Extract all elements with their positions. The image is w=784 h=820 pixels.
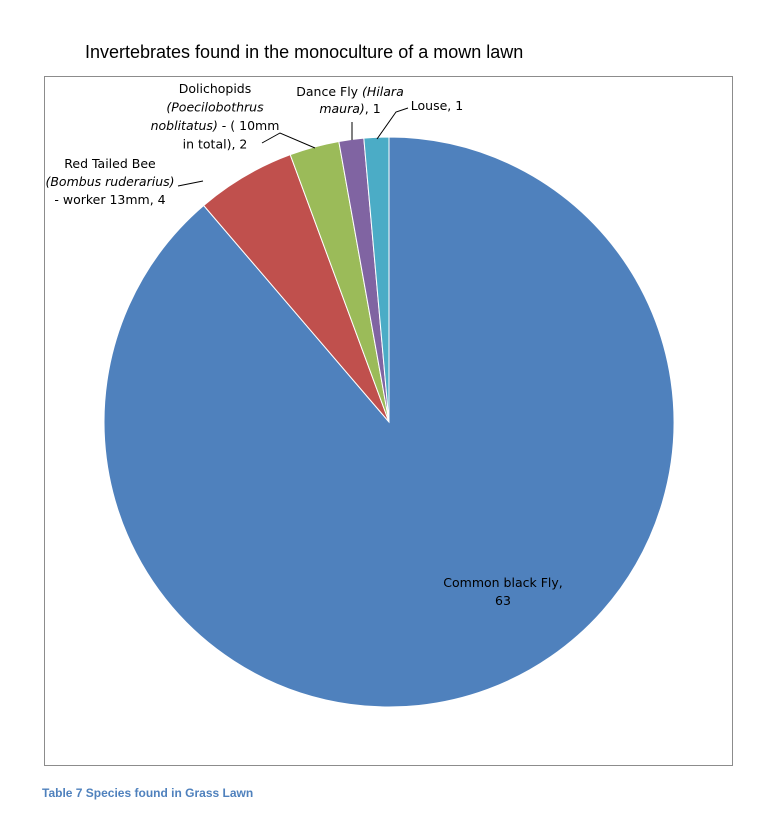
leader-line: [376, 107, 409, 140]
slice-data-label: Dolichopids (Poecilobothrus noblitatus) - …: [151, 81, 280, 152]
slice-data-label: Red Tailed Bee (Bombus ruderarius) - worke…: [45, 156, 174, 207]
slice-data-label: Louse, 1: [411, 98, 463, 113]
table-caption: Table 7 Species found in Grass Lawn: [42, 786, 254, 800]
slice-data-label: Dance Fly (Hilara maura), 1: [296, 84, 403, 116]
pie-slice: [363, 136, 390, 423]
chart-title: Invertebrates found in the monoculture o…: [85, 42, 524, 62]
plot-area-frame: [44, 76, 733, 766]
leader-line: [177, 180, 204, 187]
slice-data-label: Common black Fly, 63: [443, 575, 562, 608]
leader-line: [261, 132, 316, 149]
